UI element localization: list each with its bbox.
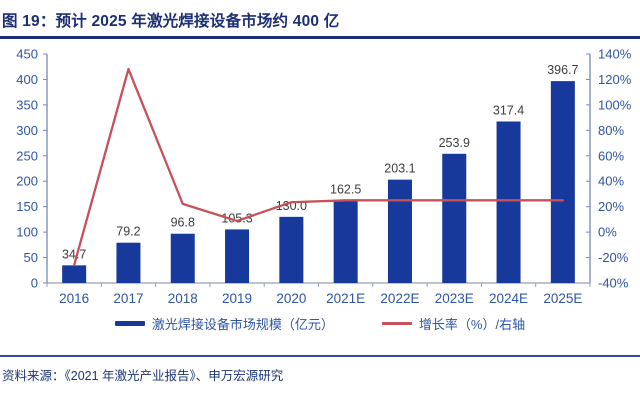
bar — [116, 242, 141, 283]
bar — [62, 264, 87, 283]
right-axis-tick-label: 0% — [598, 224, 617, 239]
x-tick-label: 2016 — [59, 291, 89, 306]
x-tick-label: 2021E — [326, 291, 365, 306]
title-underline — [0, 36, 640, 39]
bar-value-label: 203.1 — [384, 161, 415, 175]
x-tick-label: 2019 — [222, 291, 252, 306]
left-axis-tick-label: 400 — [16, 71, 38, 86]
bar-line-chart: 0 50 100 150 200 250 300 350 400 450 -40% -20% 0% 20%… — [16, 46, 632, 306]
bar-value-label: 96.8 — [171, 215, 195, 229]
bar — [550, 80, 575, 283]
legend-label-market-size: 激光焊接设备市场规模（亿元） — [151, 317, 334, 332]
left-axis-tick-label: 300 — [16, 122, 38, 137]
left-axis-tick-label: 150 — [16, 199, 38, 214]
left-axis-tick-label: 350 — [16, 97, 38, 112]
bar-value-label: 79.2 — [116, 224, 140, 238]
bar-value-label: 162.5 — [330, 182, 361, 196]
bar-value-label: 317.4 — [493, 103, 524, 117]
right-axis-tick-label: -40% — [598, 275, 629, 290]
bar — [496, 120, 521, 283]
left-axis-tick-label: 200 — [16, 173, 38, 188]
bar — [387, 179, 412, 283]
bar-value-label: 396.7 — [547, 63, 578, 77]
right-axis-tick-label: 120% — [598, 71, 632, 86]
x-tick-label: 2024E — [489, 291, 528, 306]
right-axis-tick-label: -20% — [598, 250, 629, 265]
bar-value-label: 105.3 — [221, 211, 252, 225]
bar — [225, 228, 250, 283]
figure-title: 图 19：预计 2025 年激光焊接设备市场约 400 亿 — [2, 13, 340, 30]
bar — [279, 216, 304, 283]
left-axis-tick-label: 450 — [16, 46, 38, 61]
legend-item-growth-rate: 增长率（%）/右轴 — [381, 314, 526, 333]
right-axis-tick-label: 140% — [598, 46, 632, 61]
chart-legend: 激光焊接设备市场规模（亿元） 增长率（%）/右轴 — [0, 313, 640, 335]
left-axis-tick-label: 100 — [16, 224, 38, 239]
footer-divider — [0, 354, 640, 357]
bar-value-label: 253.9 — [439, 135, 470, 149]
legend-label-growth-rate: 增长率（%）/右轴 — [418, 317, 526, 332]
right-axis-tick-label: 60% — [598, 148, 624, 163]
x-tick-label: 2017 — [113, 291, 143, 306]
right-axis-tick-label: 20% — [598, 199, 624, 214]
bar — [333, 199, 358, 283]
right-axis-tick-label: 80% — [598, 122, 624, 137]
left-axis-tick-label: 250 — [16, 148, 38, 163]
right-axis-tick-label: 100% — [598, 97, 632, 112]
bar-value-label: 34.7 — [62, 247, 86, 261]
x-tick-label: 2018 — [168, 291, 198, 306]
x-tick-label: 2020 — [276, 291, 306, 306]
source-note: 资料来源：《2021 年激光产业报告》、申万宏源研究 — [2, 368, 284, 383]
bar-series-swatch — [114, 321, 145, 326]
growth-rate-line — [73, 67, 564, 266]
x-tick-label: 2025E — [543, 291, 582, 306]
left-axis-tick-label: 50 — [24, 250, 38, 265]
x-tick-label: 2022E — [380, 291, 419, 306]
bar — [170, 233, 195, 283]
right-axis-tick-label: 40% — [598, 173, 624, 188]
left-axis-tick-label: 0 — [31, 275, 38, 290]
legend-item-market-size: 激光焊接设备市场规模（亿元） — [114, 314, 334, 333]
bar — [442, 153, 467, 283]
x-tick-label: 2023E — [435, 291, 474, 306]
line-series-swatch — [381, 322, 412, 325]
